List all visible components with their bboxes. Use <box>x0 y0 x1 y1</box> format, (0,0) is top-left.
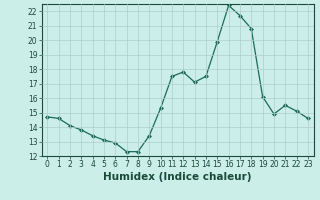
X-axis label: Humidex (Indice chaleur): Humidex (Indice chaleur) <box>103 172 252 182</box>
